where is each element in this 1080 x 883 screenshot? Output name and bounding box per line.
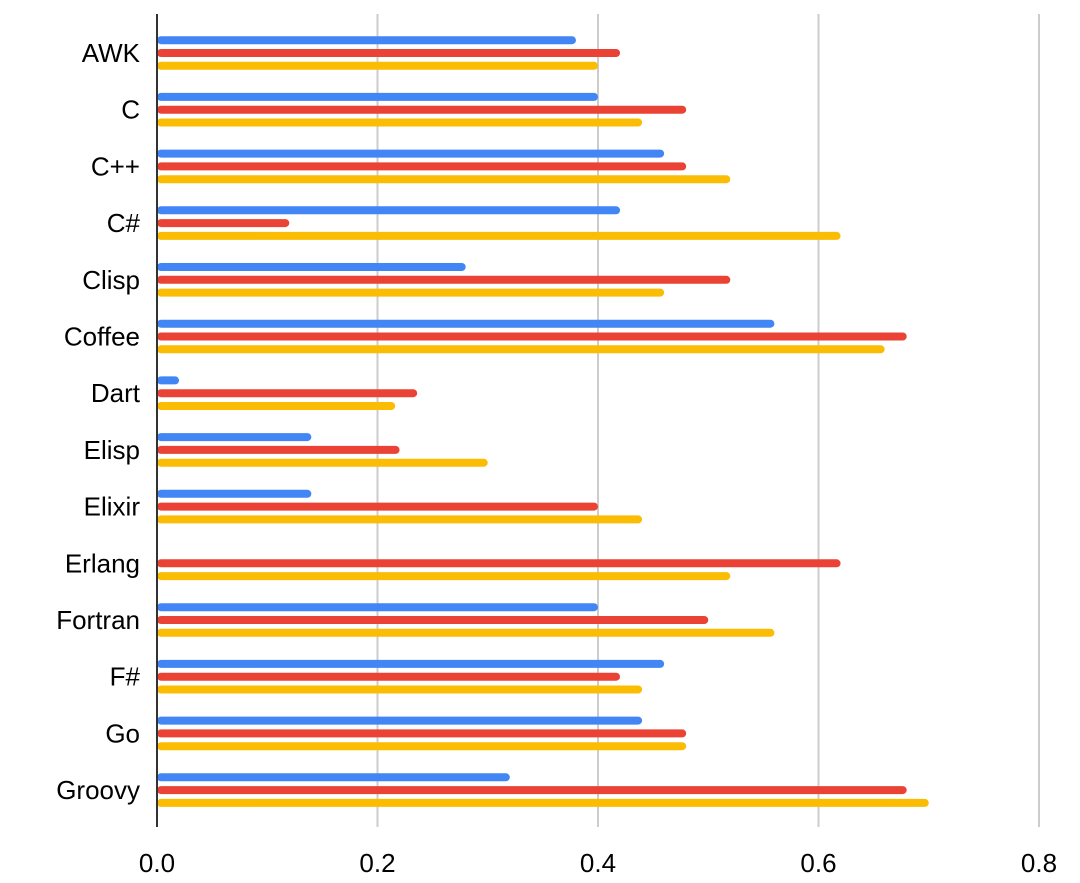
category-label: Go: [105, 718, 140, 748]
category-label: Fortran: [56, 605, 140, 635]
bar-elisp-series-1: [157, 433, 312, 442]
bar-elixir-series-1: [157, 489, 312, 498]
x-tick-label: 0.4: [580, 848, 616, 878]
bar-coffee-series-3: [157, 345, 885, 354]
bar-go-series-3: [157, 742, 687, 751]
bar-elixir-series-3: [157, 515, 643, 524]
category-label: Dart: [91, 378, 141, 408]
bar-awk-series-2: [157, 49, 621, 57]
bar-c-series-2: [157, 105, 687, 114]
bar-c-series-1: [157, 92, 598, 101]
category-label: Coffee: [64, 322, 140, 352]
category-label: F#: [110, 662, 141, 692]
category-label: Elixir: [84, 492, 141, 522]
bar-clisp-series-2: [157, 275, 731, 284]
x-tick-label: 0.6: [800, 848, 836, 878]
bar-coffee-series-2: [157, 332, 907, 341]
x-tick-labels: 0.0 0.2 0.4 0.6 0.8: [139, 848, 1057, 878]
bar-elixir-series-2: [157, 502, 598, 511]
bar-groovy-series-1: [157, 773, 510, 782]
bar-c--series-1: [157, 206, 621, 215]
category-label: C: [121, 95, 140, 125]
bar-elisp-series-3: [157, 458, 488, 467]
bar-c--series-3: [157, 175, 731, 184]
gridlines: [376, 14, 1040, 827]
category-labels: AWK C C++ C# Clisp Coffee Dart Elisp Elixir Erlan…: [56, 38, 141, 805]
category-label: Groovy: [56, 775, 140, 805]
bar-go-series-1: [157, 716, 643, 725]
bar-erlang-series-2: [157, 559, 841, 568]
bar-f--series-3: [157, 685, 643, 694]
bar-clisp-series-1: [157, 263, 466, 271]
category-label: Clisp: [82, 265, 140, 295]
x-tick-label: 0.2: [359, 848, 395, 878]
x-tick-label: 0.8: [1021, 848, 1057, 878]
bar-c--series-2: [157, 219, 290, 228]
bar-groovy-series-3: [157, 798, 929, 807]
bar-dart-series-3: [157, 402, 396, 410]
category-label: C#: [107, 208, 141, 238]
bar-c--series-1: [157, 149, 665, 158]
bar-groovy-series-2: [157, 786, 907, 795]
bar-clisp-series-3: [157, 288, 665, 297]
bar-dart-series-1: [157, 376, 180, 385]
category-label: C++: [91, 151, 140, 181]
bar-elisp-series-2: [157, 445, 400, 454]
bars: [157, 36, 929, 807]
x-tick-label: 0.0: [139, 848, 175, 878]
bar-c--series-2: [157, 162, 687, 171]
bar-coffee-series-1: [157, 319, 775, 328]
bar-f--series-2: [157, 672, 621, 681]
bar-fortran-series-2: [157, 616, 709, 624]
category-label: Erlang: [65, 548, 140, 578]
bar-awk-series-3: [157, 61, 598, 70]
bar-go-series-2: [157, 729, 687, 738]
bar-fortran-series-3: [157, 628, 775, 637]
bar-f--series-1: [157, 659, 665, 668]
bar-c--series-3: [157, 231, 841, 240]
bar-dart-series-2: [157, 389, 418, 398]
bar-fortran-series-1: [157, 603, 598, 612]
bar-c-series-3: [157, 118, 643, 127]
bar-erlang-series-3: [157, 572, 731, 581]
bar-awk-series-1: [157, 36, 576, 45]
category-label: Elisp: [84, 435, 140, 465]
category-label: AWK: [82, 38, 141, 68]
